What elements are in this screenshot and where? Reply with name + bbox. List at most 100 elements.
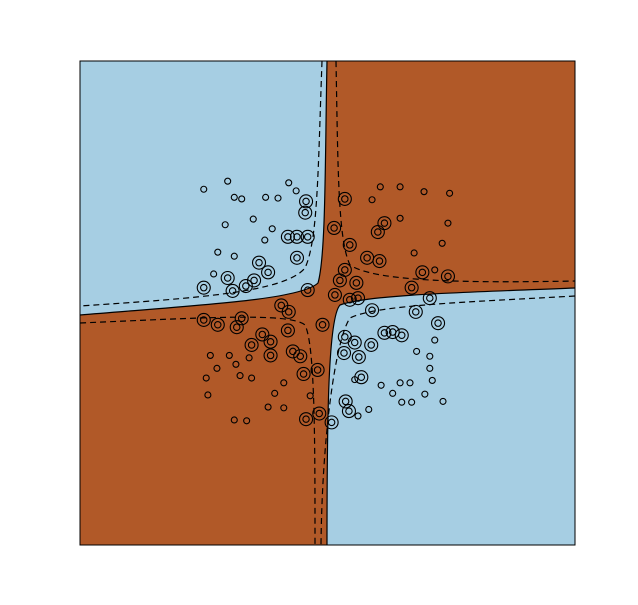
support-vector: [394, 328, 409, 343]
ring-inner: [368, 306, 376, 315]
ring-inner: [341, 397, 350, 406]
plot-frame: [79, 60, 576, 546]
point: [274, 194, 282, 202]
ring-inner: [258, 330, 267, 339]
point: [224, 177, 232, 185]
ring-outer: [338, 394, 353, 409]
point: [261, 236, 269, 244]
ring-inner: [296, 352, 305, 360]
support-vector: [261, 265, 276, 280]
region-blue: [80, 61, 327, 315]
ring-outer: [415, 265, 430, 280]
ring-outer: [372, 254, 387, 269]
ring-inner: [302, 197, 310, 206]
support-vector: [324, 415, 339, 430]
ring-outer: [324, 415, 339, 430]
ring-inner: [346, 296, 354, 304]
ring-outer: [263, 334, 278, 349]
ring-outer: [337, 191, 352, 206]
ring-outer: [394, 328, 409, 343]
ring-outer: [408, 304, 423, 319]
ring-inner: [444, 272, 452, 281]
ring-outer: [315, 317, 330, 332]
point: [413, 347, 421, 355]
support-vector: [338, 394, 353, 409]
ring-inner: [345, 407, 353, 415]
point: [204, 391, 212, 399]
ring-outer: [310, 362, 325, 378]
support-vector: [300, 229, 315, 244]
ring-outer: [332, 273, 347, 288]
ring-inner: [250, 276, 258, 285]
ring-outer: [238, 279, 253, 294]
support-vector: [336, 345, 352, 361]
point: [396, 379, 404, 387]
ring-outer: [220, 270, 235, 286]
ring-outer: [350, 291, 366, 306]
point: [398, 398, 406, 406]
support-vector: [422, 291, 437, 306]
ring-outer: [351, 349, 366, 365]
margin: [320, 295, 576, 546]
ring-outer: [354, 370, 369, 385]
ring-outer: [280, 323, 295, 338]
point: [271, 389, 279, 397]
support-vector: [300, 283, 315, 298]
point: [431, 266, 439, 274]
point: [426, 364, 434, 372]
margin: [335, 60, 576, 283]
point: [444, 219, 452, 227]
support-vector: [347, 335, 362, 350]
ring-inner: [380, 219, 389, 227]
ring-outer: [349, 275, 364, 290]
decision-boundary: [79, 60, 328, 316]
point: [396, 214, 404, 222]
ring-outer: [342, 292, 357, 307]
ring-outer: [300, 283, 315, 298]
point: [438, 239, 446, 247]
point: [408, 398, 416, 406]
ring-inner: [418, 268, 427, 277]
point: [200, 185, 208, 193]
point: [206, 351, 214, 359]
point: [426, 352, 434, 360]
support-vector: [234, 311, 249, 326]
ring-inner: [242, 282, 250, 290]
ring-inner: [303, 233, 312, 241]
ring-outer: [289, 229, 305, 244]
ring-outer: [377, 216, 392, 231]
ring-inner: [426, 294, 434, 302]
point: [225, 351, 233, 359]
ring-inner: [327, 418, 336, 427]
ring-outer: [298, 205, 313, 220]
support-vector: [372, 254, 387, 269]
support-vector: [296, 366, 311, 382]
ring-inner: [315, 409, 323, 418]
ring-outer: [341, 404, 357, 419]
margin: [79, 60, 323, 307]
support-vector: [408, 304, 423, 319]
point: [354, 412, 362, 420]
ring-inner: [363, 254, 371, 262]
support-vector: [312, 406, 327, 421]
ring-inner: [412, 308, 420, 316]
ring-inner: [255, 258, 263, 267]
ring-inner: [340, 349, 348, 357]
point: [431, 336, 439, 344]
ring-inner: [277, 301, 286, 310]
point: [280, 379, 288, 387]
support-vector: [244, 337, 259, 352]
support-vector: [310, 362, 325, 378]
ring-inner: [331, 291, 339, 299]
support-vector: [327, 287, 342, 302]
ring-inner: [301, 208, 309, 217]
ring-inner: [357, 373, 366, 381]
point: [410, 249, 418, 257]
point: [230, 193, 238, 201]
ring-inner: [354, 294, 362, 302]
point: [428, 376, 436, 384]
support-vector: [404, 280, 419, 295]
ring-outer: [210, 317, 225, 332]
ring-outer: [251, 255, 267, 270]
ring-inner: [264, 268, 272, 277]
